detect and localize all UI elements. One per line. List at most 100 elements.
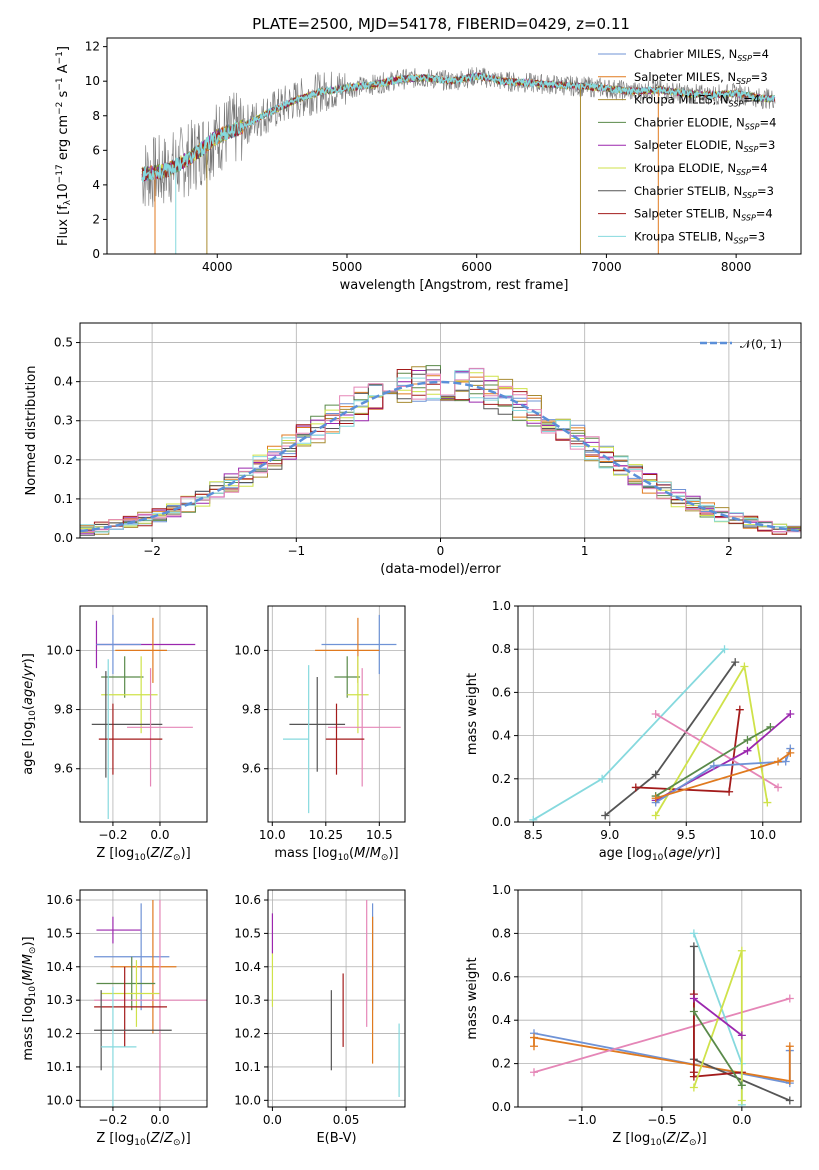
y-tick-label: 10.0 — [46, 643, 73, 657]
massweight-vs-age-panel: 8.5 9.0 9.5 10.0 0.0 0.2 0.4 0.6 0.8 1.0 age [log1… — [465, 599, 802, 863]
x-axis-label: mass [log10(M/M⊙)] — [274, 846, 398, 863]
x-tick-label: 9.5 — [677, 828, 696, 842]
spectrum-data-line — [141, 67, 776, 208]
series-marker — [689, 994, 698, 1003]
series-marker — [725, 787, 734, 796]
massweight-vs-Z-panel: −1.0 −0.5 0.0 0.0 0.2 0.4 0.6 0.8 1.0 Z [log10(Z/… — [465, 883, 802, 1148]
series-line — [693, 994, 742, 1078]
residual-histogram-panel: −2 −1 0 1 2 0.0 0.1 0.2 0.3 0.4 0.5 (data-model)/er… — [24, 322, 802, 577]
y-tick-label: 12 — [85, 40, 100, 54]
figure-title: PLATE=2500, MJD=54178, FIBERID=0429, z=0… — [252, 15, 630, 33]
series-marker — [737, 1081, 746, 1090]
legend-label: Kroupa ELODIE, NSSP=4 — [634, 161, 768, 177]
series-marker — [651, 710, 660, 718]
y-tick-label: 10 — [85, 74, 100, 88]
spectrum-panel: 4000 5000 6000 7000 8000 0 2 4 6 8 10 12 wavelength … — [55, 37, 802, 293]
series-marker — [689, 1007, 698, 1016]
x-tick-label: 10.25 — [309, 828, 343, 842]
series-marker — [731, 658, 740, 667]
y-axis-label: mass [log10(M/M⊙)] — [21, 936, 38, 1060]
y-axis-label: mass weight — [465, 673, 480, 755]
series-marker — [689, 942, 698, 951]
mass-vs-Z-panel: −0.2 0.0 10.0 10.1 10.2 10.3 10.4 10.5 10.6 Z [lo… — [21, 889, 208, 1148]
spectrum-frame — [106, 37, 802, 255]
x-tick-label: −0.2 — [98, 1113, 127, 1127]
massweight-vs-Z-frame — [517, 889, 802, 1108]
legend-label: Salpeter MILES, NSSP=3 — [634, 70, 768, 86]
series-marker — [786, 748, 795, 757]
series-marker — [763, 798, 772, 807]
mass-vs-EBV-panel: 0.0 0.05 10.0 10.1 10.2 10.3 10.4 10.5 10.6 E(B-V… — [234, 889, 406, 1146]
x-tick-label: 10.5 — [366, 828, 393, 842]
series-marker — [766, 722, 775, 731]
legend-label: 𝒩(0, 1) — [740, 337, 782, 351]
x-tick-label: −1 — [287, 544, 305, 558]
y-tick-label: 0 — [92, 247, 100, 261]
normal-curve — [80, 380, 801, 533]
series-line — [533, 1036, 791, 1083]
y-tick-label: 0.5 — [54, 336, 73, 350]
x-tick-label: 0.0 — [263, 1113, 282, 1127]
massweight-vs-age-plot-area — [529, 645, 795, 822]
x-tick-label: −0.5 — [647, 1113, 676, 1127]
y-tick-label: 0.8 — [492, 926, 511, 940]
series-marker — [651, 770, 660, 779]
x-axis-label: Z [log10(Z/Z⊙)] — [96, 1131, 190, 1148]
x-axis-label: Z [log10(Z/Z⊙)] — [96, 846, 190, 863]
x-tick-label: 10.0 — [749, 828, 776, 842]
mass-vs-Z-frame — [79, 889, 208, 1108]
series-line — [693, 1011, 743, 1086]
y-axis-label: Flux [fλ10−17 erg cm−2 s−1 A−1] — [55, 46, 73, 246]
x-tick-label: 0 — [437, 544, 445, 558]
series-marker — [786, 710, 795, 718]
series-marker — [651, 811, 660, 820]
series-marker — [737, 946, 746, 955]
y-tick-label: 10.4 — [46, 960, 73, 974]
y-tick-label: 0.0 — [54, 531, 73, 545]
y-tick-label: 9.6 — [242, 762, 261, 776]
series-marker — [709, 761, 718, 770]
series-marker — [720, 645, 729, 654]
age-vs-Z-plot-area — [91, 614, 196, 820]
y-tick-label: 0.0 — [492, 1100, 511, 1114]
x-tick-label: 2 — [725, 544, 733, 558]
y-axis-label: Normed distribution — [24, 366, 39, 496]
series-marker — [785, 1096, 794, 1105]
series-line — [532, 648, 726, 821]
y-tick-label: 9.8 — [54, 703, 73, 717]
series-marker — [689, 929, 698, 938]
legend-label: Chabrier STELIB, NSSP=3 — [634, 184, 774, 200]
series-marker — [774, 757, 783, 766]
y-tick-label: 10.4 — [234, 960, 261, 974]
x-tick-label: 0.0 — [732, 1113, 751, 1127]
x-tick-label: 8.5 — [524, 828, 543, 842]
mass-vs-EBV-frame — [267, 889, 406, 1108]
spectrum-legend: Chabrier MILES, NSSP=4 Salpeter MILES, NS… — [598, 47, 776, 245]
series-marker — [743, 735, 752, 744]
y-tick-label: 10.1 — [234, 1060, 261, 1074]
residual-histogram-plot-area — [80, 365, 801, 538]
x-tick-label: 4000 — [202, 260, 233, 274]
series-marker — [631, 783, 640, 792]
y-tick-label: 9.6 — [54, 762, 73, 776]
series-line — [533, 997, 791, 1074]
y-tick-label: 10.5 — [46, 926, 73, 940]
series-marker — [689, 1083, 698, 1092]
x-tick-label: 0.05 — [333, 1113, 360, 1127]
spectrum-model-line — [141, 72, 775, 181]
series-marker — [651, 794, 660, 803]
y-tick-label: 4 — [92, 178, 100, 192]
age-vs-mass-plot-area — [282, 614, 401, 814]
series-marker — [529, 1033, 538, 1042]
y-tick-label: 10.0 — [234, 643, 261, 657]
histogram-step-line — [80, 367, 801, 538]
x-tick-label: −2 — [143, 544, 161, 558]
y-tick-label: 10.3 — [234, 993, 261, 1007]
y-axis-label: mass weight — [465, 957, 480, 1039]
y-tick-label: 10.2 — [46, 1027, 73, 1041]
massweight-vs-age-frame — [517, 605, 802, 823]
spectrum-model-line — [141, 71, 775, 183]
series-marker — [598, 774, 607, 783]
legend-label: Salpeter STELIB, NSSP=4 — [634, 207, 773, 223]
